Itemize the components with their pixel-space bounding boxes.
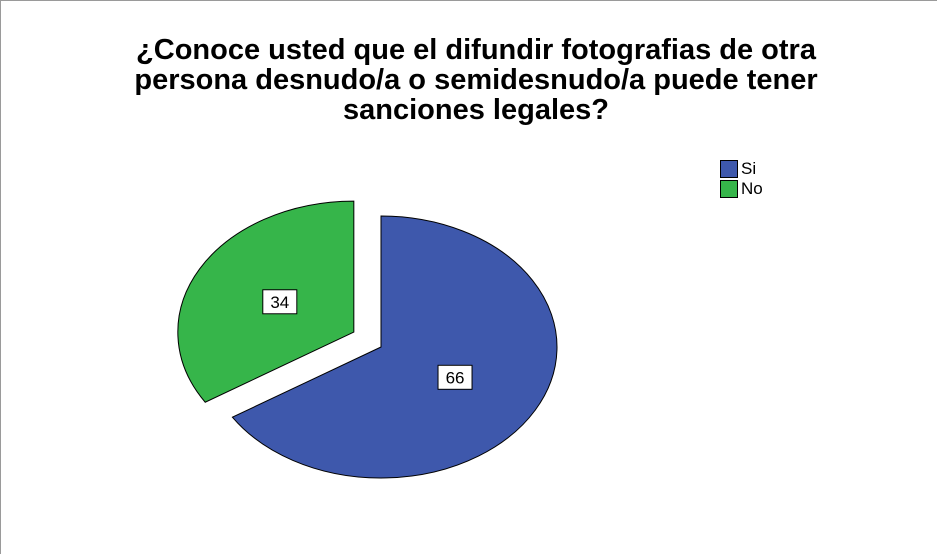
data-label-text: 66 <box>446 368 465 387</box>
data-label-no: 34 <box>262 289 298 315</box>
chart-legend: Si No <box>720 159 763 199</box>
data-label-si: 66 <box>437 364 473 390</box>
legend-swatch <box>720 160 738 178</box>
legend-item-si: Si <box>720 159 763 179</box>
legend-item-no: No <box>720 179 763 199</box>
chart-title: ¿Conoce usted que el difundir fotografia… <box>134 34 818 126</box>
legend-label: No <box>741 179 763 198</box>
legend-label: Si <box>741 159 757 178</box>
data-label-text: 34 <box>270 293 289 312</box>
legend-swatch <box>720 180 738 198</box>
pie-slice-si <box>231 215 558 479</box>
